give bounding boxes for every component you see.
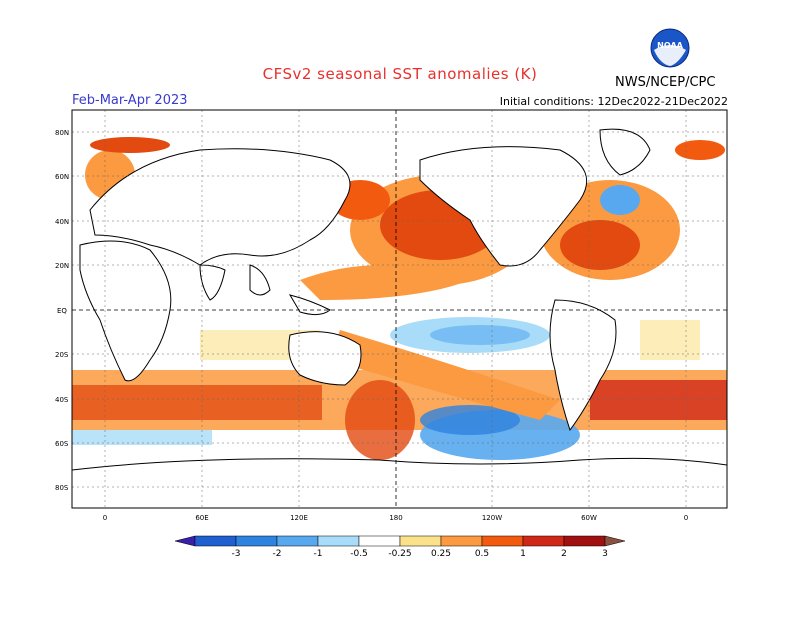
noaa-logo-text: NOAA	[657, 41, 683, 50]
initial-conditions: Initial conditions: 12Dec2022-21Dec2022	[499, 95, 728, 108]
colorbar-label: 0.5	[475, 549, 489, 559]
lat-label: 40N	[55, 218, 69, 226]
colorbar-segment	[194, 535, 237, 547]
map-title: CFSv2 seasonal SST anomalies (K)	[262, 65, 538, 83]
colorbar-segment	[276, 535, 319, 547]
lon-label: 180	[389, 514, 402, 522]
colorbar-label: 3	[602, 549, 608, 559]
colorbar-label: 2	[561, 549, 567, 559]
latitude-labels: 80N 60N 40N 20N EQ 20S 40S 60S 80S	[55, 129, 69, 492]
colorbar-segment	[522, 535, 565, 547]
colorbar-label: -3	[232, 549, 241, 559]
colorbar-segment	[317, 535, 360, 547]
graticule	[72, 110, 727, 508]
lon-label: 0	[684, 514, 688, 522]
lon-label: 120E	[290, 514, 308, 522]
forecast-period: Feb-Mar-Apr 2023	[72, 93, 188, 108]
lon-label: 60E	[195, 514, 208, 522]
anomaly-fields	[72, 137, 727, 460]
colorbar-label: 1	[520, 549, 526, 559]
map-border	[71, 109, 728, 509]
colorbar-label: -1	[314, 549, 323, 559]
colorbar-label: 0.25	[431, 549, 451, 559]
colorbar-segment	[235, 535, 278, 547]
colorbar-label: -0.5	[350, 549, 368, 559]
colorbar-label: -2	[273, 549, 282, 559]
organization-label: NWS/NCEP/CPC	[615, 75, 716, 90]
lat-label: EQ	[57, 307, 67, 315]
lat-label: 60N	[55, 173, 69, 181]
lat-label: 80S	[55, 484, 69, 492]
lon-label: 120W	[482, 514, 502, 522]
colorbar-segment	[563, 535, 606, 547]
colorbar: -3 -2 -1 -0.5 -0.25 0.25 0.5 1 2 3	[174, 535, 626, 559]
lat-label: 80N	[55, 129, 69, 137]
lat-label: 20N	[55, 262, 69, 270]
colorbar-label: -0.25	[388, 549, 411, 559]
colorbar-segment	[399, 535, 442, 547]
lon-label: 60W	[581, 514, 597, 522]
noaa-logo: NOAA	[650, 28, 690, 68]
longitude-labels: 0 60E 120E 180 120W 60W 0	[103, 514, 688, 522]
colorbar-segment	[174, 535, 196, 547]
colorbar-segment	[604, 535, 626, 547]
lat-label: 40S	[55, 396, 69, 404]
lat-label: 20S	[55, 351, 69, 359]
colorbar-segment	[358, 535, 401, 547]
lon-label: 0	[103, 514, 107, 522]
colorbar-segment	[440, 535, 483, 547]
equator-dateline	[72, 110, 727, 508]
continents	[72, 128, 727, 508]
colorbar-segment	[481, 535, 524, 547]
lat-label: 60S	[55, 440, 69, 448]
